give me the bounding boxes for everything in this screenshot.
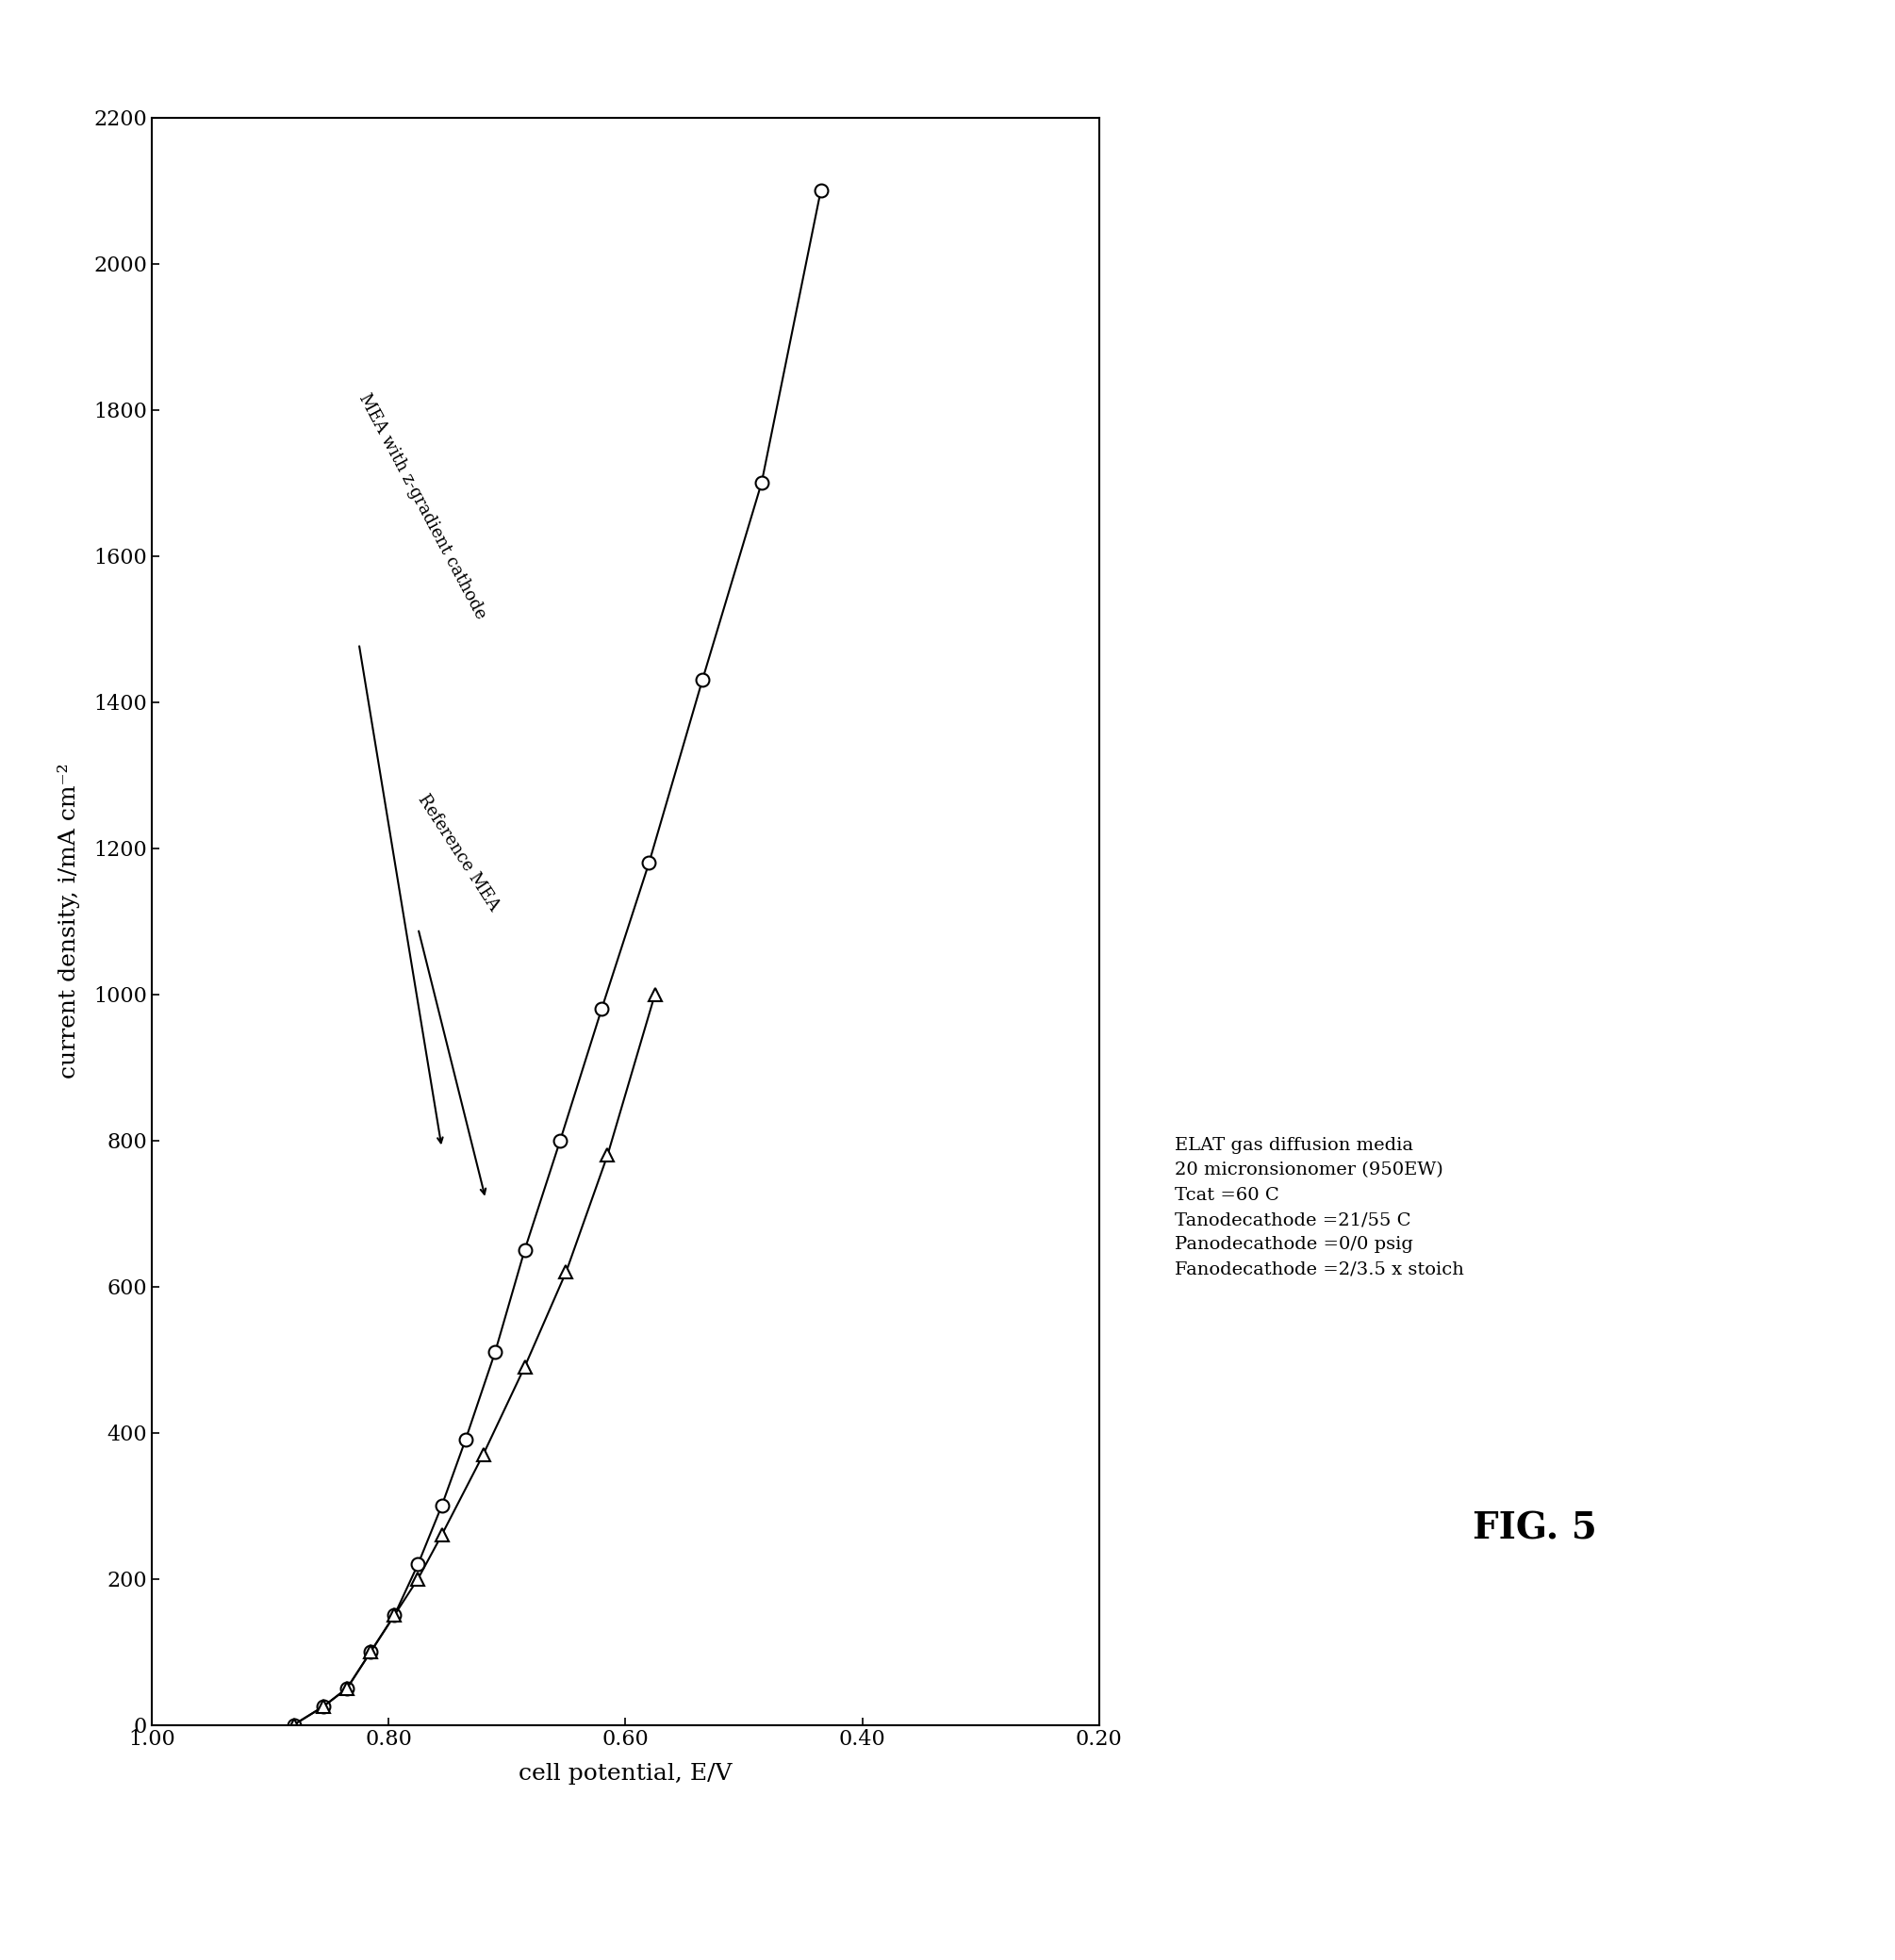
X-axis label: cell potential, E/V: cell potential, E/V — [519, 1764, 731, 1786]
Text: ELAT gas diffusion media
20 micronsionomer (950EW)
Tcat =60 C
Tanodecathode =21/: ELAT gas diffusion media 20 micronsionom… — [1175, 1137, 1465, 1278]
Text: MEA with z-gradient cathode: MEA with z-gradient cathode — [356, 390, 489, 621]
Y-axis label: current density, i/mA cm⁻²: current density, i/mA cm⁻² — [57, 764, 80, 1078]
Text: FIG. 5: FIG. 5 — [1472, 1511, 1597, 1546]
Text: Reference MEA: Reference MEA — [415, 792, 502, 913]
